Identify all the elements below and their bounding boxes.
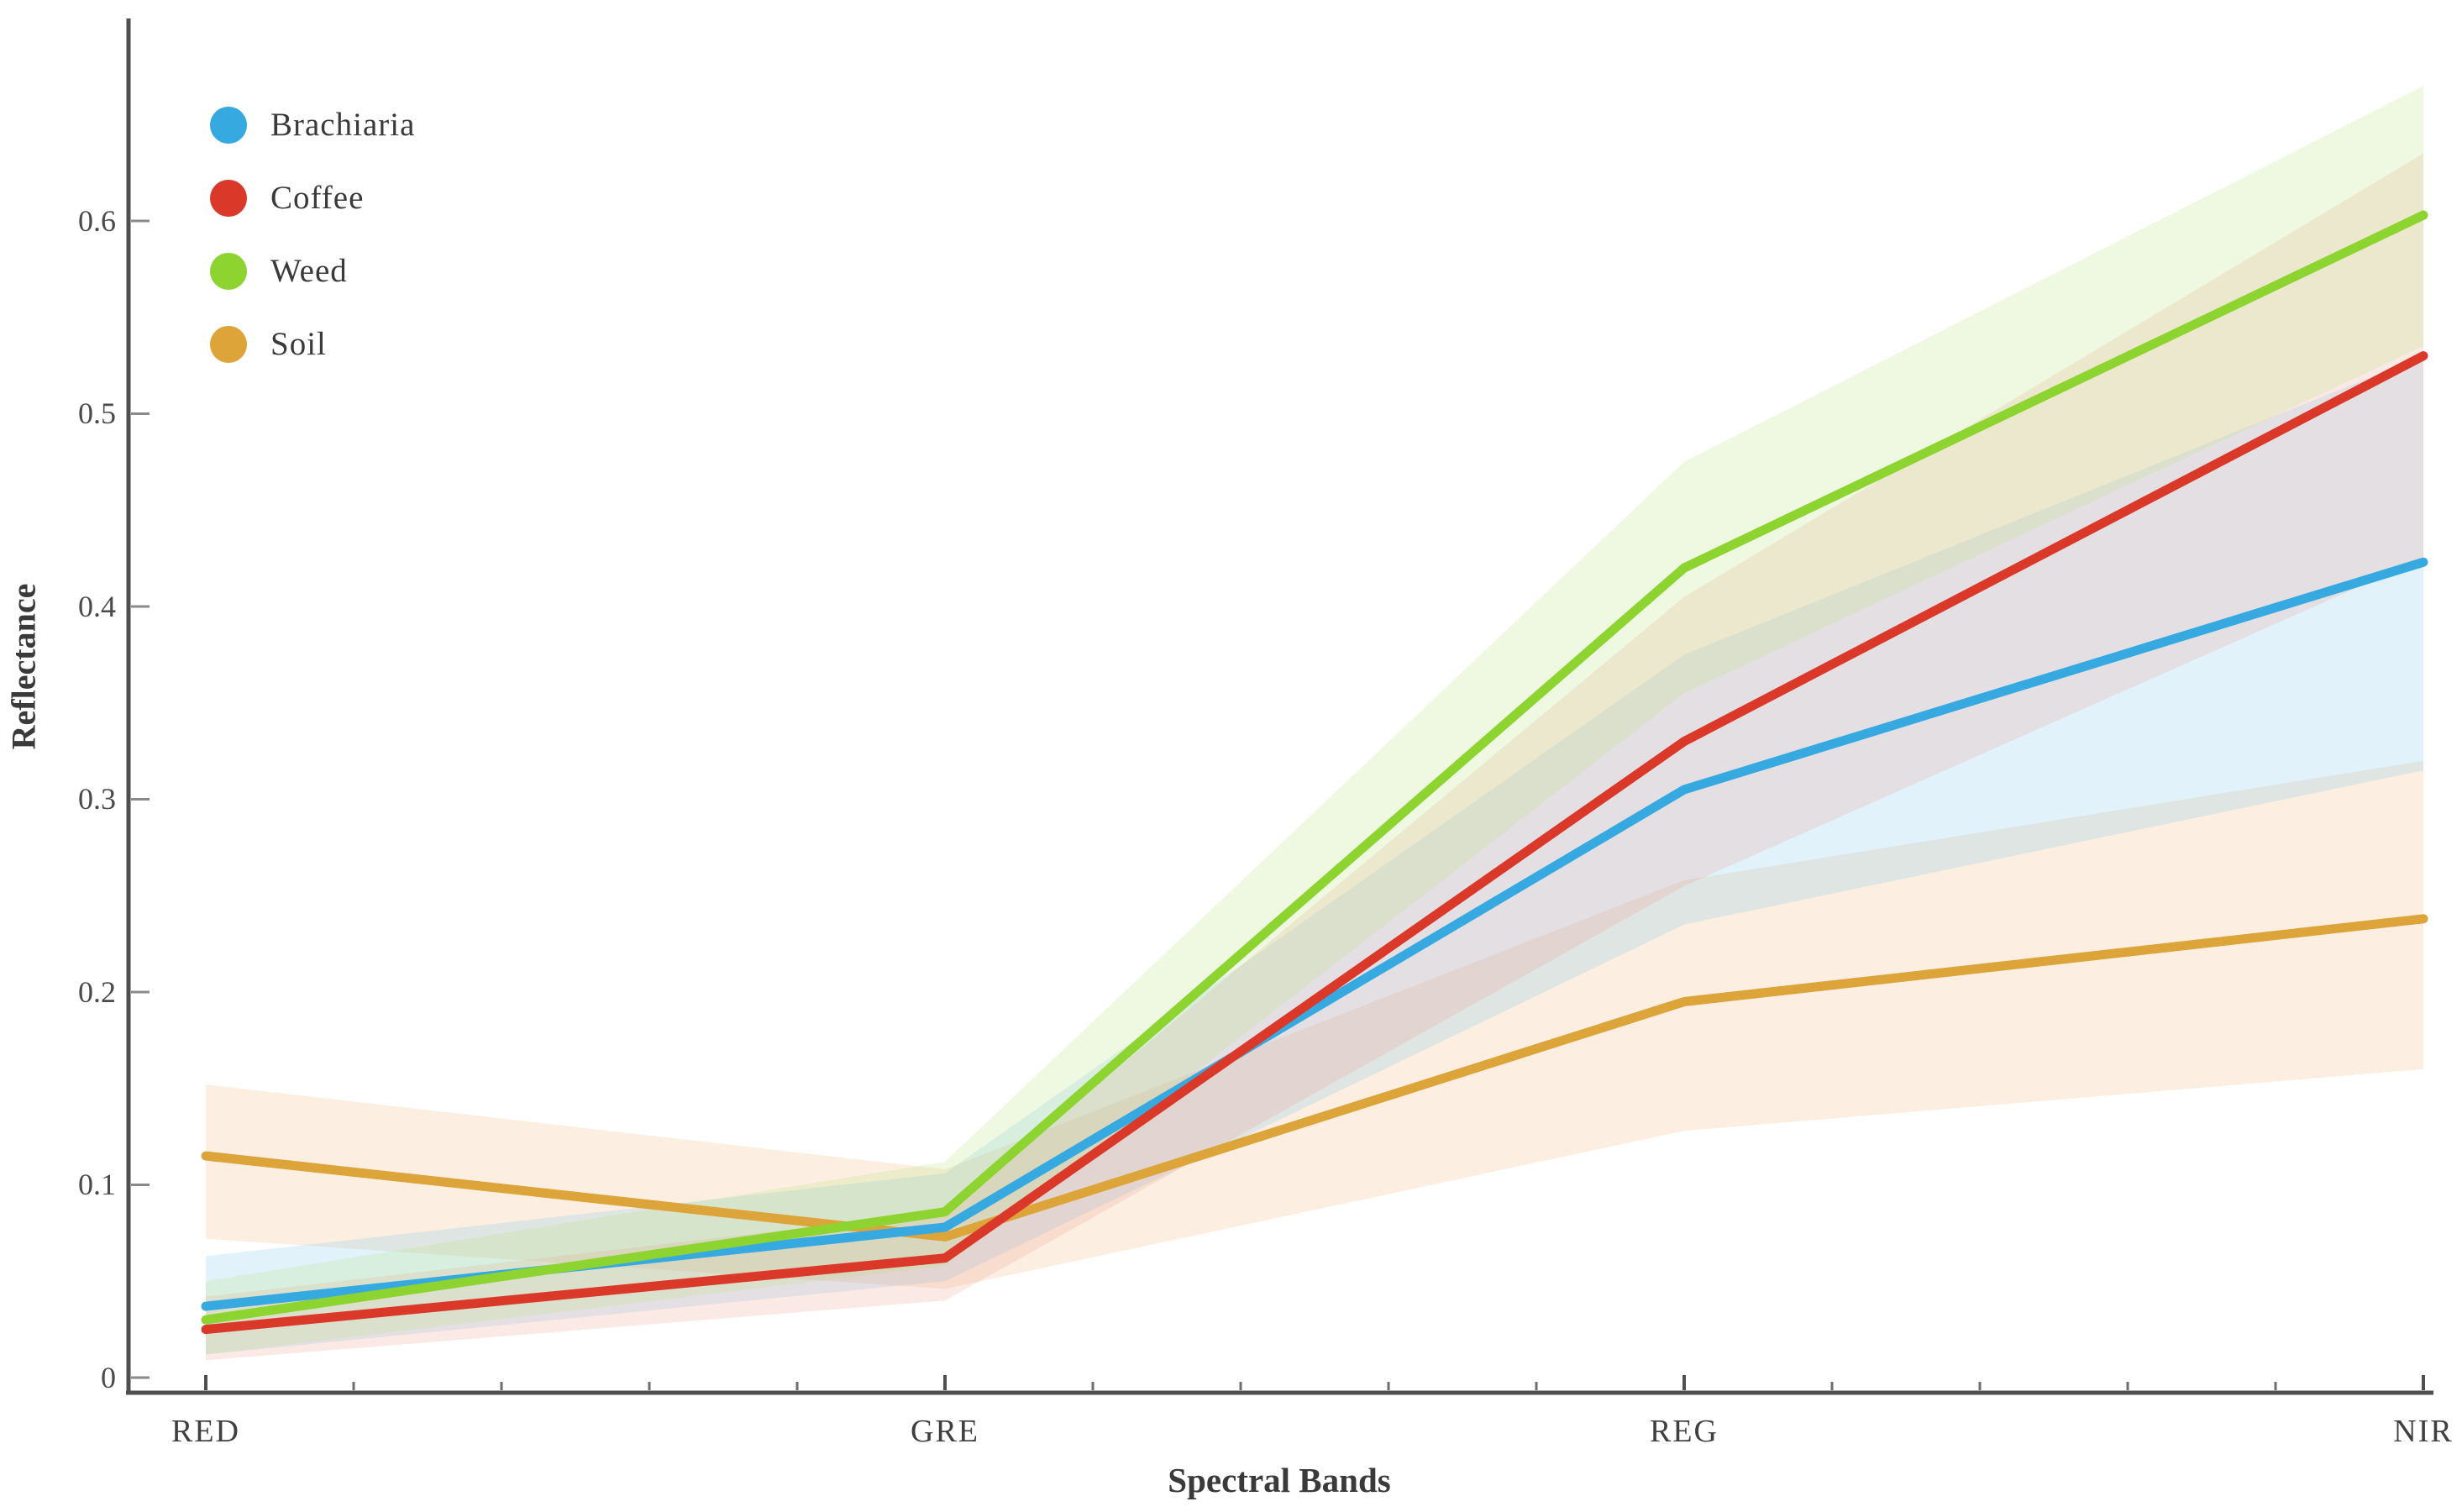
brachiaria-confidence-band	[206, 355, 2423, 1355]
legend-label: Coffee	[270, 180, 365, 216]
y-tick-label: 0.3	[78, 782, 116, 816]
x-tick-label: RED	[171, 1414, 240, 1449]
y-tick-label: 0.6	[78, 204, 116, 238]
y-tick-label: 0	[101, 1361, 116, 1394]
weed-confidence-band	[206, 86, 2423, 1355]
legend-label: Brachiaria	[270, 107, 416, 143]
brachiaria-dot-icon	[210, 106, 247, 144]
y-tick-label: 0.1	[78, 1168, 116, 1201]
legend-item-brachiaria: Brachiaria	[210, 88, 415, 161]
x-tick-label: GRE	[911, 1414, 979, 1449]
legend-item-coffee: Coffee	[210, 161, 415, 234]
weed-line	[201, 210, 2428, 1325]
legend-item-weed: Weed	[210, 234, 415, 307]
weed-dot-icon	[210, 252, 247, 290]
coffee-dot-icon	[210, 179, 247, 217]
y-tick-label: 0.5	[78, 396, 116, 430]
y-tick-label: 0.4	[78, 590, 116, 623]
x-tick-label: NIR	[2393, 1414, 2454, 1449]
x-tick-label: REG	[1650, 1414, 1719, 1449]
legend: Brachiaria Coffee Weed Soil	[210, 88, 415, 381]
y-axis-title: Reflectance	[4, 583, 43, 750]
soil-dot-icon	[210, 325, 247, 363]
soil-confidence-band	[206, 760, 2423, 1289]
legend-item-soil: Soil	[210, 307, 415, 381]
y-tick-label: 0.2	[78, 975, 116, 1009]
legend-label: Soil	[270, 326, 327, 362]
coffee-line	[201, 351, 2428, 1335]
soil-line	[201, 914, 2428, 1242]
x-axis-title: Spectral Bands	[1168, 1461, 1391, 1499]
legend-label: Weed	[270, 253, 348, 289]
